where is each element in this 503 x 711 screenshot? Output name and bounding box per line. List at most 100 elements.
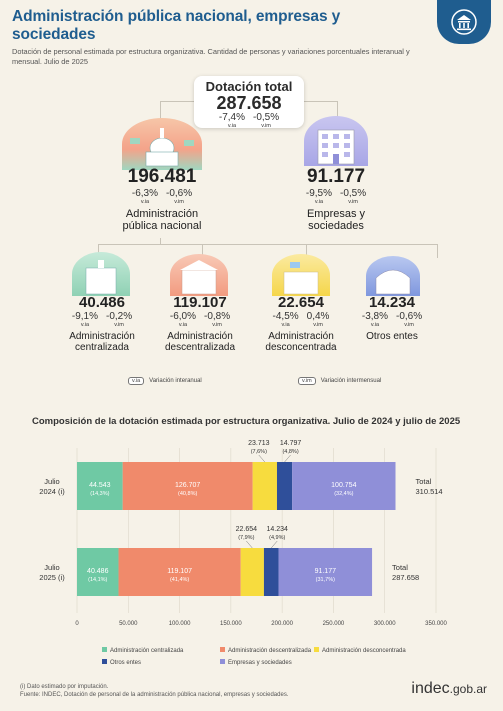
chart-title: Composición de la dotación estimada por … (32, 416, 461, 427)
total-box: Dotación total 287.658 -7,4% v.ia -0,5% v.… (194, 76, 304, 129)
legend-swatch (102, 647, 107, 652)
connector-line (160, 101, 194, 121)
centralizada-vim: -0,2% (106, 311, 133, 322)
centralizada-via: -9,1% (71, 311, 98, 322)
bar-pct-label: (40,8%) (178, 491, 197, 497)
callout-line (258, 454, 266, 463)
descentralizada-label-1: Administración (167, 331, 233, 342)
bar-pct-label: (7,9%) (238, 535, 254, 541)
indec-logo: indec.gob.ar (411, 680, 487, 698)
legend-label: Empresas y sociedades (228, 660, 292, 666)
total-label: Total (415, 477, 431, 486)
centralizada-value: 40.486 (79, 294, 125, 311)
bar-segment (240, 548, 264, 596)
x-tick-label: 350.000 (425, 621, 447, 627)
otros-entes-value: 14.234 (369, 294, 415, 311)
via-legend: v.ia Variación interanual (128, 377, 202, 385)
callout-line (246, 540, 253, 549)
legend-label: Otros entes (110, 660, 141, 666)
desconcentrada-via: -4,5% (272, 311, 299, 322)
otros-entes-label: Otros entes (366, 331, 418, 342)
legend-swatch (314, 647, 319, 652)
centralizada-label-2: centralizada (75, 342, 129, 353)
desconcentrada-illustration-icon (272, 254, 330, 296)
bar-value-label: 14.234 (267, 526, 289, 533)
page-title: Administración pública nacional, empresa… (12, 8, 341, 43)
via-tag: v.ia (281, 322, 290, 328)
via-tag: v.ia (314, 199, 324, 205)
source-note: Fuente: INDEC, Dotación de personal de l… (20, 692, 289, 699)
apn-via: -6,3% (131, 188, 158, 199)
empresas-node: 91.177 -9,5% v.ia -0,5% v.im Empresas y so… (285, 166, 387, 232)
desconcentrada-label-1: Administración (268, 331, 334, 342)
centralizada-label-1: Administración (69, 331, 135, 342)
bar-segment (278, 548, 373, 596)
x-tick-label: 300.000 (374, 621, 396, 627)
bar-pct-label: (31,7%) (316, 577, 335, 583)
stacked-bar-chart: 0 50.000 100.000 150.000 200.000 250.000 300.0… (39, 440, 447, 666)
via-tag: v.ia (80, 322, 90, 328)
descentralizada-node: 119.107 -6,0% v.ia -0,8% v.im Administraci… (150, 294, 250, 353)
x-tick-label: 250.000 (323, 621, 345, 627)
page-subtitle: Dotación de personal estimada por estruc… (12, 47, 410, 66)
total-value: 310.514 (415, 487, 442, 496)
x-tick-label: 150.000 (220, 621, 242, 627)
via-tag: v.ia (370, 322, 380, 328)
centralizada-illustration-icon (72, 252, 130, 296)
footnote: (i) Dato estimado por imputación. (20, 684, 109, 690)
bar-pct-label: (14,3%) (90, 491, 109, 497)
category-label: Julio (44, 563, 59, 572)
bar-segment (276, 462, 293, 510)
desconcentrada-label-2: desconcentrada (265, 342, 337, 353)
centralizada-node: 40.486 -9,1% v.ia -0,2% v.im Administració… (52, 294, 152, 353)
category-label: 2024 (i) (39, 487, 65, 496)
empresas-label-2: sociedades (308, 220, 364, 232)
bar-value-label: 40.486 (87, 568, 109, 575)
legend-label: Administración centralizada (110, 648, 184, 654)
empresas-via: -9,5% (305, 188, 332, 199)
bar-segment (292, 462, 396, 510)
via-tag: v.ia (227, 123, 237, 129)
legend-swatch (220, 647, 225, 652)
x-tick-label: 0 (75, 621, 79, 627)
apn-label-2: pública nacional (122, 220, 202, 232)
vim-tag: v.im (212, 322, 222, 328)
desconcentrada-value: 22.654 (278, 294, 324, 311)
category-label: Julio (44, 477, 59, 486)
connector-line (306, 244, 307, 258)
bar-value-label: 100.754 (331, 482, 356, 489)
total-vim: -0,5% (253, 112, 280, 123)
legend-swatch (220, 659, 225, 664)
bar-value-label: 23.713 (248, 440, 270, 447)
apn-vim: -0,6% (166, 188, 193, 199)
connector-line (98, 244, 438, 258)
otros-entes-illustration-icon (366, 256, 420, 296)
bar-pct-label: (41,4%) (170, 577, 189, 583)
x-tick-label: 200.000 (271, 621, 293, 627)
connector-line (304, 101, 338, 121)
x-tick-label: 100.000 (169, 621, 191, 627)
descentralizada-illustration-icon (170, 254, 228, 296)
x-tick-label: 50.000 (119, 621, 138, 627)
building-logo-icon (437, 0, 491, 44)
otros-entes-via: -3,8% (361, 311, 388, 322)
bar-pct-label: (14,1%) (88, 577, 107, 583)
callout-line (284, 454, 291, 463)
congress-illustration-icon (122, 118, 202, 170)
total-value: 287.658 (392, 573, 419, 582)
empresas-value: 91.177 (306, 166, 366, 187)
bar-segment (77, 548, 119, 596)
brand-name: indec (411, 680, 450, 697)
bar-value-label: 126.707 (175, 482, 200, 489)
via-legend-text: Variación interanual (149, 378, 202, 384)
otros-entes-vim: -0,6% (396, 311, 423, 322)
apn-label-1: Administración (125, 208, 199, 220)
bar-segment (252, 462, 277, 510)
callout-line (271, 540, 278, 549)
desconcentrada-vim: 0,4% (306, 311, 330, 322)
descentralizada-value: 119.107 (173, 294, 227, 311)
empresas-label-1: Empresas y (306, 208, 366, 220)
otros-entes-node: 14.234 -3,8% v.ia -0,6% v.im Otros entes (342, 294, 442, 342)
apn-value: 196.481 (127, 166, 197, 187)
brand-domain: .gob.ar (449, 682, 487, 696)
